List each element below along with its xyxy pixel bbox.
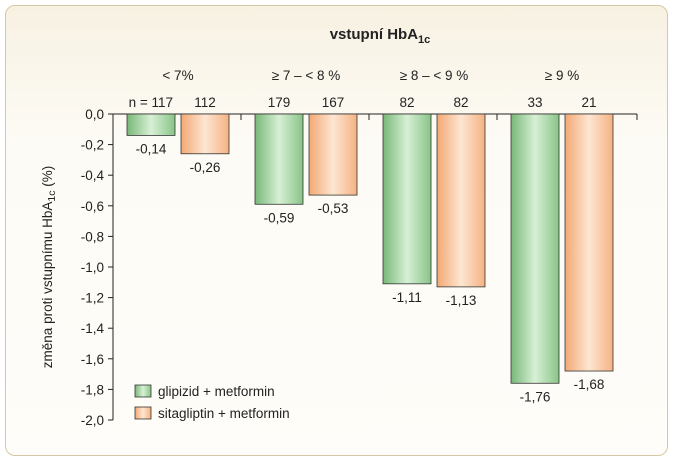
n-label: n = 117 bbox=[129, 95, 173, 110]
legend-swatch-glipizid bbox=[134, 384, 152, 398]
legend-label-glipizid: glipizid + metformin bbox=[158, 384, 275, 399]
legend-label-sitagliptin: sitagliptin + metformin bbox=[158, 406, 290, 421]
bar-sitagliptin bbox=[180, 113, 230, 155]
legend: glipizid + metformin sitagliptin + metfo… bbox=[134, 384, 290, 421]
y-axis-label: změna proti vstupnímu HbA1c (%) bbox=[40, 166, 58, 368]
category-label: ≥ 8 – < 9 % bbox=[400, 68, 469, 83]
value-label: -1,11 bbox=[392, 290, 422, 305]
value-label: -1,68 bbox=[574, 377, 605, 392]
bar-sitagliptin bbox=[436, 113, 486, 288]
y-tick-label: -0,8 bbox=[81, 229, 104, 244]
y-tick-label: -0,2 bbox=[81, 138, 104, 153]
value-label: -0,53 bbox=[318, 201, 349, 216]
bar-glipizid bbox=[254, 113, 304, 205]
y-tick-label: -0,4 bbox=[81, 168, 105, 183]
y-tick-label: -1,6 bbox=[81, 352, 104, 367]
y-tick-label: 0,0 bbox=[85, 107, 104, 122]
y-tick-label: -2,0 bbox=[81, 413, 104, 428]
n-label: 82 bbox=[399, 95, 414, 110]
bar-glipizid bbox=[382, 113, 432, 285]
bar-sitagliptin bbox=[308, 113, 358, 196]
value-label: -0,59 bbox=[264, 210, 295, 225]
n-label: 167 bbox=[322, 95, 345, 110]
value-label: -0,14 bbox=[136, 141, 167, 156]
category-label: ≥ 7 – < 8 % bbox=[272, 68, 341, 83]
n-label: 179 bbox=[268, 95, 291, 110]
legend-swatch-sitagliptin bbox=[134, 406, 152, 420]
n-label: 112 bbox=[194, 95, 216, 110]
y-tick-label: -1,2 bbox=[81, 291, 104, 306]
value-label: -0,26 bbox=[190, 160, 221, 175]
bars bbox=[126, 113, 614, 384]
y-tick-label: -1,4 bbox=[81, 321, 105, 336]
n-label: 82 bbox=[453, 95, 468, 110]
n-label: 33 bbox=[527, 95, 542, 110]
n-label: 21 bbox=[581, 95, 596, 110]
y-tick-label: -1,0 bbox=[81, 260, 104, 275]
data-labels: < 7% n = 117 -0,14 112 -0,26 ≥ 7 – < 8 % 179 -0… bbox=[129, 68, 605, 404]
value-label: -1,76 bbox=[520, 389, 551, 404]
bar-glipizid bbox=[126, 113, 176, 136]
bar-sitagliptin bbox=[564, 113, 614, 372]
category-label: ≥ 9 % bbox=[545, 68, 579, 83]
category-label: < 7% bbox=[162, 68, 193, 83]
value-label: -1,13 bbox=[446, 293, 477, 308]
y-tick-label: -0,6 bbox=[81, 199, 104, 214]
bar-glipizid bbox=[510, 113, 560, 384]
chart-title: vstupní HbA1c bbox=[330, 26, 431, 46]
y-tick-label: -1,8 bbox=[81, 382, 104, 397]
